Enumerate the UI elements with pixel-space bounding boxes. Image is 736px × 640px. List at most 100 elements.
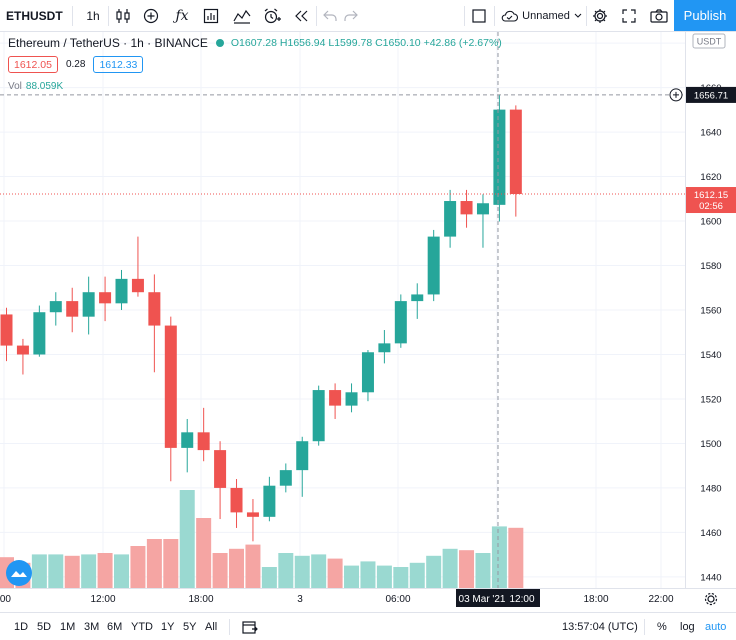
candle-body [214,450,227,488]
range-all[interactable]: All [205,620,218,633]
settings-icon[interactable] [590,0,610,31]
time-tick-label: 18:00 [188,594,213,605]
ask-price[interactable]: 1612.33 [93,56,144,73]
chevron-down-icon [574,13,582,18]
legend-close: C1650.10 [375,37,421,49]
candle-body [0,314,13,346]
percent-toggle[interactable]: % [657,620,667,633]
time-tick-label: 22:00 [648,594,673,605]
volume-bar [459,550,475,588]
candle-body [263,485,276,517]
time-axis[interactable]: :00 12:00 18:00 3 06:00 18:00 22:00 [0,594,674,605]
candle-body [411,294,424,302]
volume-bar [426,555,442,588]
publish-button[interactable]: Publish [674,0,736,31]
volume-bar [344,565,360,588]
toolbar-divider [72,6,73,26]
price-tick-label: 1520 [700,394,721,405]
templates-icon[interactable] [200,0,222,31]
volume-bar [376,565,392,588]
range-5y[interactable]: 5Y [183,620,197,633]
log-toggle[interactable]: log [680,620,695,633]
candle-body [115,278,128,304]
range-5d[interactable]: 5D [37,620,52,633]
candle-body [181,432,194,448]
grid [0,32,685,588]
candle-body [427,236,440,295]
toolbar-divider [108,6,109,26]
candle-body [476,203,489,215]
price-tick-label: 1460 [700,528,721,539]
volume-bar [31,554,47,588]
volume-value: 88.059K [25,81,64,92]
symbol-search[interactable]: ETHUSDT [6,8,63,23]
undo-icon[interactable] [320,0,340,31]
axis-settings-icon[interactable] [704,592,718,606]
candle-body [131,278,144,293]
volume-bar [229,548,245,588]
candle-body [378,343,391,353]
range-3m[interactable]: 3M [84,620,100,633]
volume-bar [442,548,458,588]
range-1d[interactable]: 1D [14,620,29,633]
volume-bar [212,553,228,588]
legend-change: +42.86 (+2.67%) [423,37,502,49]
layout-name-button[interactable]: Unnamed [496,0,586,31]
candle-body [230,487,243,513]
camera-icon[interactable] [648,0,670,31]
add-indicator-icon[interactable] [140,0,162,31]
candle-body [16,345,29,355]
candle-body [394,301,407,344]
volume-bar [130,546,146,588]
legend-low: L1599.78 [328,37,373,49]
last-price-tag: 1612.15 02:56 [686,187,736,214]
fx-icon[interactable]: ƒx [175,7,189,24]
fullscreen-square-icon[interactable] [468,0,490,31]
spread-value: 0.28 [65,59,86,70]
volume-bar [97,553,113,588]
price-axis[interactable]: 1440 1460 1480 1500 1520 1540 1560 1580 1600 1620… [700,39,721,584]
add-alert-icon[interactable] [669,88,683,102]
candle-body [148,292,161,326]
range-1y[interactable]: 1Y [161,620,175,633]
volume-label: Vol [8,81,22,92]
time-tick-label: 06:00 [385,594,410,605]
time-tick-label: 12:00 [90,594,115,605]
bid-price[interactable]: 1612.05 [8,56,58,73]
range-ytd[interactable]: YTD [131,620,153,633]
candle-body [197,432,210,451]
volume-bar [146,539,162,588]
date-range-icon[interactable] [242,613,258,640]
candles-icon[interactable] [112,0,134,31]
price-tick-label: 1580 [700,261,721,272]
candle-body [493,109,506,205]
volume-bar [261,567,277,588]
tradingview-logo[interactable] [6,560,32,586]
range-6m[interactable]: 6M [107,620,123,633]
auto-toggle[interactable]: auto [705,620,727,633]
compare-icon[interactable] [230,0,254,31]
interval-button[interactable]: 1h [86,8,100,23]
volume-bar [508,527,524,588]
candle-body [312,390,325,442]
redo-icon[interactable] [341,0,361,31]
volume-bar [409,562,425,588]
cloud-icon [501,10,519,22]
volume-bar [393,567,409,588]
toolbar-divider [229,619,230,635]
bottom-toolbar: 1D 5D 1M 3M 6M YTD 1Y 5Y All 13:57:04 (U… [0,612,736,640]
price-chart[interactable]: 1440 1460 1480 1500 1520 1540 1560 1580 1600 1620… [0,32,736,608]
series-legend[interactable]: Ethereum / TetherUS · 1h · BINANCE O1607… [8,36,502,50]
replay-icon[interactable] [290,0,312,31]
crosshair-price-label: 1656.71 [694,90,728,101]
alert-icon[interactable] [260,0,284,31]
time-tick-label: 18:00 [583,594,608,605]
volume-legend[interactable]: Vol 88.059K [8,81,63,92]
clock-time[interactable]: 13:57:04 (UTC) [562,620,638,633]
expand-icon[interactable] [619,0,639,31]
range-1m[interactable]: 1M [60,620,76,633]
candle-body [345,392,358,406]
candle-body [361,352,374,393]
chart-canvas[interactable]: 1440 1460 1480 1500 1520 1540 1560 1580 1600 1620… [0,32,736,608]
candle-body [33,312,46,355]
